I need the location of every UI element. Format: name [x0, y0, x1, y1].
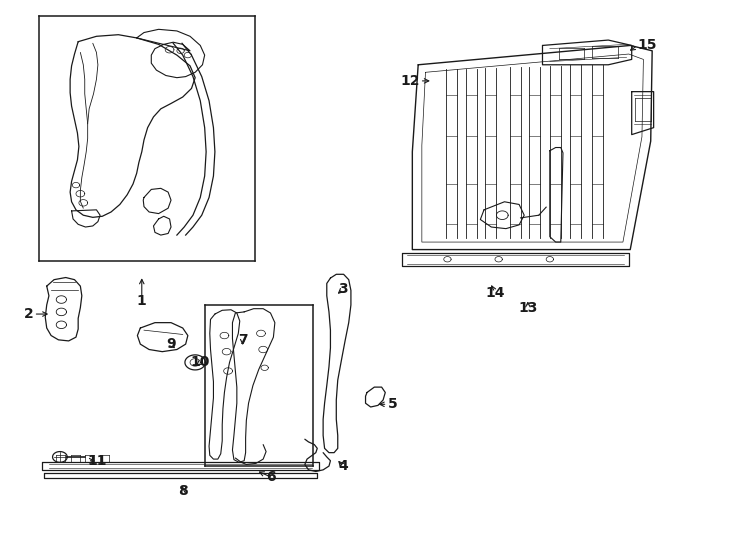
Text: 14: 14: [485, 286, 505, 300]
Text: 1: 1: [137, 294, 147, 308]
Text: 3: 3: [338, 282, 348, 296]
Text: 13: 13: [518, 301, 537, 315]
Text: 8: 8: [178, 484, 188, 498]
Text: 5: 5: [388, 397, 397, 411]
Text: 4: 4: [338, 459, 348, 473]
Text: 15: 15: [638, 38, 657, 52]
Text: 10: 10: [191, 355, 210, 369]
Text: 9: 9: [166, 337, 176, 351]
Text: 2: 2: [23, 307, 34, 321]
Text: 7: 7: [238, 333, 247, 347]
Text: 11: 11: [87, 454, 107, 468]
Text: 6: 6: [266, 470, 275, 484]
Text: 12: 12: [400, 74, 420, 88]
